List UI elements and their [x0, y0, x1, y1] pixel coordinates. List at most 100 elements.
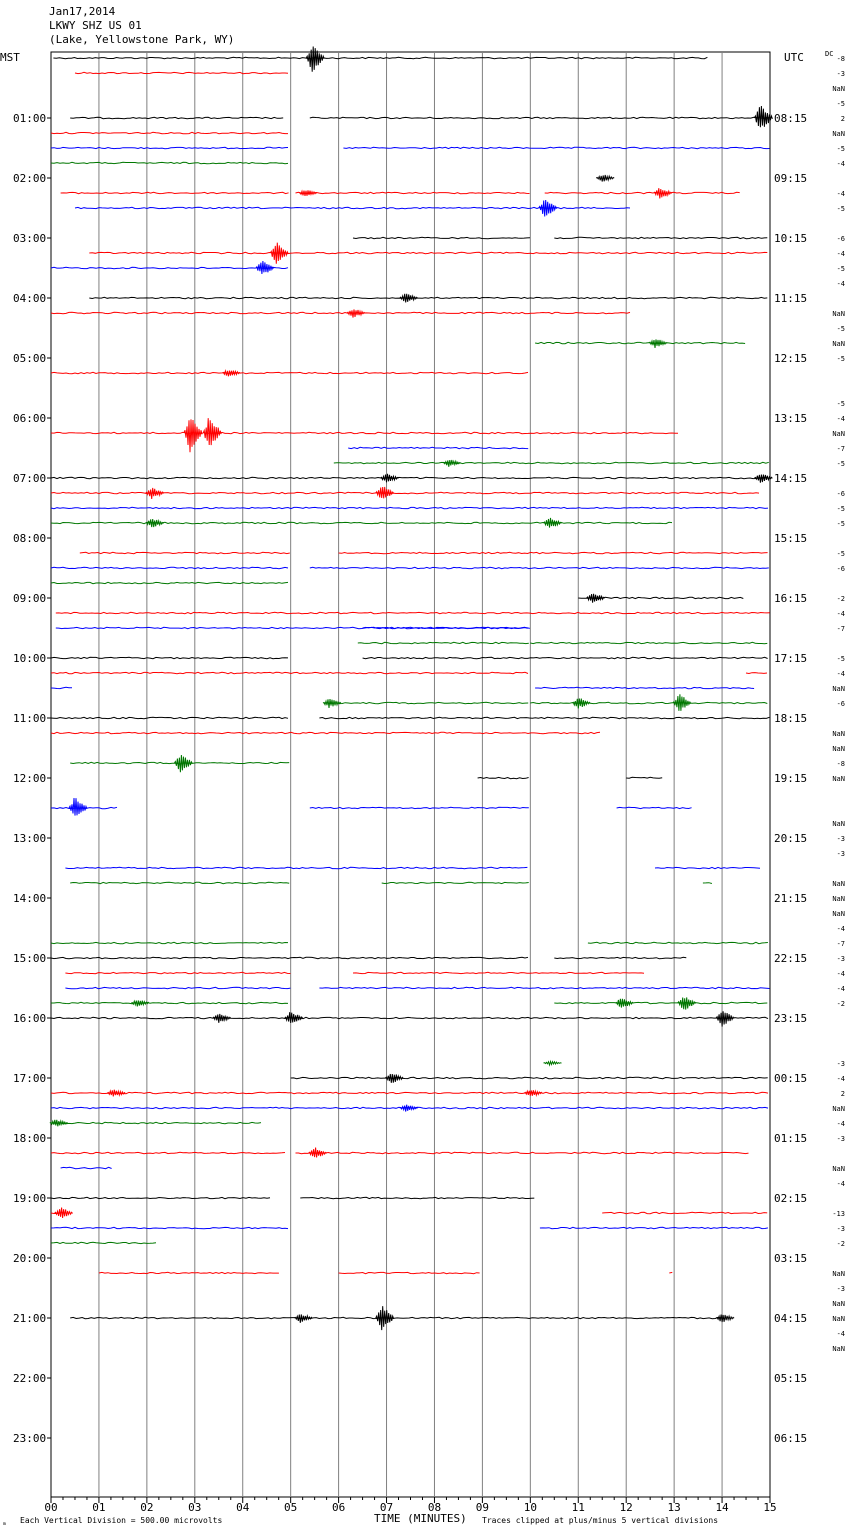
utc-hour-label: 08:15: [774, 112, 807, 125]
mst-hour-label: 10:00: [13, 652, 46, 665]
mst-hour-label: 04:00: [13, 292, 46, 305]
dc-offset-label: -3: [837, 835, 845, 843]
seismic-event: [294, 1313, 313, 1323]
trace-segment: [89, 296, 768, 300]
dc-offset-label: NaN: [832, 1165, 845, 1173]
mst-hour-label: 06:00: [13, 412, 46, 425]
mst-hour-label: 23:00: [13, 1432, 46, 1445]
dc-offset-label: NaN: [832, 1105, 845, 1113]
mst-hour-label: 03:00: [13, 232, 46, 245]
utc-hour-label: 19:15: [774, 772, 807, 785]
x-tick-label: 07: [380, 1501, 393, 1514]
x-tick-label: 10: [524, 1501, 537, 1514]
trace-segment: [654, 866, 761, 870]
dc-offset-label: -3: [837, 70, 845, 78]
dc-offset-label: NaN: [832, 130, 845, 138]
dc-offset-label: -4: [837, 190, 845, 198]
trace-segment: [74, 71, 289, 75]
dc-offset-label: -3: [837, 1135, 845, 1143]
mst-hour-label: 11:00: [13, 712, 46, 725]
seismic-event: [284, 1012, 304, 1024]
trace-segment: [544, 191, 740, 195]
dc-offset-label: -5: [837, 400, 845, 408]
seismic-event: [107, 1089, 126, 1098]
trace-segment: [60, 1166, 112, 1170]
utc-hour-label: 11:15: [774, 292, 807, 305]
trace-segment: [669, 1271, 673, 1274]
trace-segment: [60, 191, 289, 195]
trace-segment: [70, 116, 284, 120]
trace-segment: [300, 1196, 535, 1200]
dc-offset-label: -7: [837, 940, 845, 948]
trace-segment: [362, 626, 528, 630]
dc-offset-label: -4: [837, 250, 845, 258]
dc-offset-label: -5: [837, 145, 845, 153]
seismic-event: [543, 1059, 562, 1067]
seismic-event: [131, 999, 150, 1007]
trace-segment: [554, 236, 768, 240]
dc-offset-label: NaN: [832, 880, 845, 888]
utc-hour-label: 06:15: [774, 1432, 807, 1445]
mst-hour-label: 15:00: [13, 952, 46, 965]
dc-offset-label: -4: [837, 1120, 845, 1128]
dc-offset-label: -6: [837, 490, 845, 498]
seismic-event: [202, 418, 222, 446]
dc-offset-label: -6: [837, 700, 845, 708]
seismic-event: [183, 419, 203, 453]
trace-segment: [50, 506, 769, 510]
trace-segment: [70, 881, 290, 885]
mst-hour-label: 13:00: [13, 832, 46, 845]
dc-offset-label: NaN: [832, 775, 845, 783]
dc-offset-label: -3: [837, 955, 845, 963]
x-tick-label: 12: [620, 1501, 633, 1514]
dc-offset-label: -7: [837, 625, 845, 633]
seismic-event: [269, 242, 289, 264]
trace-segment: [535, 686, 755, 690]
trace-segment: [578, 596, 744, 600]
trace-segment: [309, 806, 529, 810]
trace-segment: [745, 672, 768, 675]
mst-hour-label: 20:00: [13, 1252, 46, 1265]
dc-offset-label: -5: [837, 265, 845, 273]
trace-segment: [50, 161, 289, 165]
mst-hour-label: 16:00: [13, 1012, 46, 1025]
seismic-event: [384, 1073, 404, 1083]
trace-segment: [290, 1076, 768, 1080]
utc-hour-label: 00:15: [774, 1072, 807, 1085]
trace-segment: [65, 971, 291, 975]
trace-segment: [50, 1151, 286, 1155]
seismic-event: [715, 1011, 735, 1027]
seismic-event: [375, 1306, 395, 1331]
trace-segment: [295, 1151, 749, 1155]
dc-offset-label: -3: [837, 850, 845, 858]
trace-segment: [51, 1001, 289, 1005]
trace-segment: [50, 131, 288, 135]
dc-offset-label: NaN: [832, 85, 845, 93]
trace-segment: [530, 641, 768, 645]
seismic-event: [595, 174, 615, 182]
trace-segment: [50, 671, 529, 675]
dc-offset-label: -4: [837, 985, 845, 993]
dc-offset-label: -13: [832, 1210, 845, 1218]
trace-segment: [554, 956, 687, 960]
dc-offset-label: -4: [837, 610, 845, 618]
dc-offset-label: -5: [837, 655, 845, 663]
trace-segment: [602, 1211, 768, 1215]
dc-offset-label: NaN: [832, 1345, 845, 1353]
utc-hour-label: 23:15: [774, 1012, 807, 1025]
seismic-event: [677, 997, 697, 1010]
trace-segment: [74, 206, 631, 210]
trace-segment: [50, 686, 72, 690]
seismic-event: [653, 188, 673, 199]
seismic-event: [222, 369, 241, 377]
trace-segment: [352, 971, 645, 975]
mst-hour-label: 02:00: [13, 172, 46, 185]
trace-segment: [50, 1091, 769, 1095]
mst-hour-label: 05:00: [13, 352, 46, 365]
trace-segment: [309, 116, 769, 120]
dc-offset-label: -5: [837, 100, 845, 108]
dc-offset-label: -2: [837, 595, 845, 603]
x-tick-label: 02: [140, 1501, 153, 1514]
mst-hour-label: 12:00: [13, 772, 46, 785]
mst-hour-label: 17:00: [13, 1072, 46, 1085]
